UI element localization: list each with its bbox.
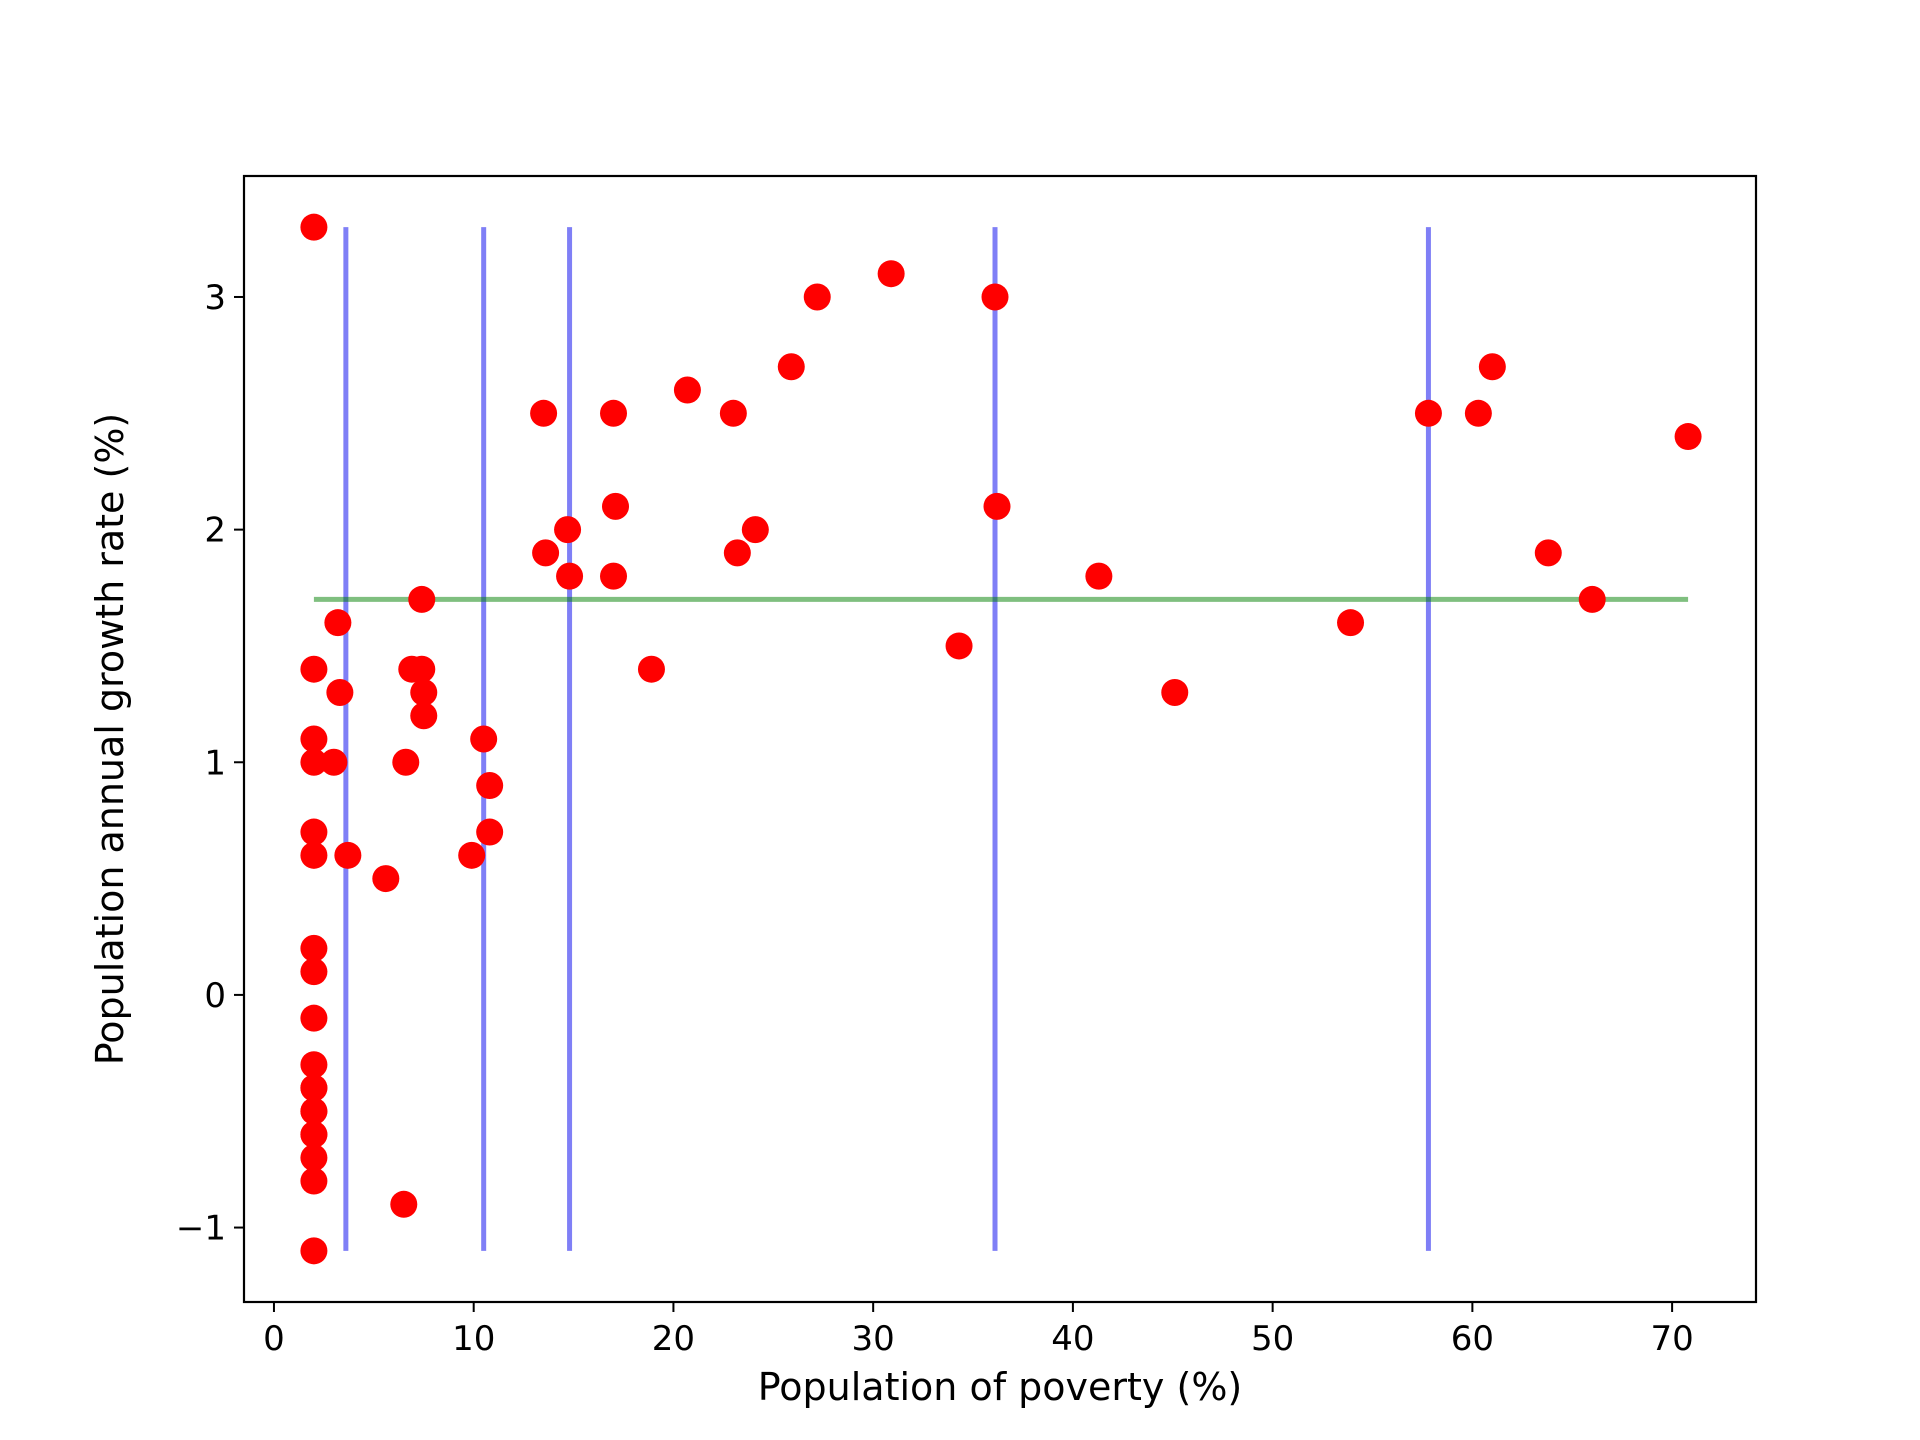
- data-point-16: [300, 1120, 328, 1148]
- data-point-48: [803, 283, 831, 311]
- data-point-51: [981, 283, 1009, 311]
- x-tick-label: 0: [263, 1319, 285, 1359]
- data-point-3: [300, 748, 328, 776]
- data-point-14: [300, 1167, 328, 1195]
- data-point-6: [300, 934, 328, 962]
- data-point-47: [777, 353, 805, 381]
- data-point-42: [637, 655, 665, 683]
- y-axis-label: Population annual growth rate (%): [88, 413, 132, 1066]
- data-point-23: [372, 865, 400, 893]
- data-point-45: [723, 539, 751, 567]
- x-tick-label: 70: [1650, 1319, 1693, 1359]
- data-point-34: [476, 818, 504, 846]
- data-point-15: [300, 1237, 328, 1265]
- data-point-50: [945, 632, 973, 660]
- data-point-4: [300, 818, 328, 846]
- data-point-7: [300, 958, 328, 986]
- data-point-40: [600, 562, 628, 590]
- data-point-28: [408, 655, 436, 683]
- data-point-9: [300, 1051, 328, 1079]
- data-point-29: [410, 678, 438, 706]
- vertical-lines-layer: [343, 227, 1431, 1251]
- y-tick-label: 3: [204, 278, 226, 318]
- data-point-24: [390, 1190, 418, 1218]
- data-point-31: [458, 841, 486, 869]
- x-tick-label: 40: [1051, 1319, 1094, 1359]
- data-point-41: [602, 492, 630, 520]
- data-point-43: [673, 376, 701, 404]
- x-tick-label: 60: [1451, 1319, 1494, 1359]
- data-point-58: [1478, 353, 1506, 381]
- data-point-20: [326, 678, 354, 706]
- data-point-36: [532, 539, 560, 567]
- data-point-33: [476, 772, 504, 800]
- data-point-32: [470, 725, 498, 753]
- data-point-25: [392, 748, 420, 776]
- plot-frame: [242, 174, 1758, 1304]
- x-tick-label: 30: [852, 1319, 895, 1359]
- x-axis-label: Population of poverty (%): [758, 1365, 1243, 1409]
- data-point-18: [300, 1074, 328, 1102]
- data-point-27: [408, 585, 436, 613]
- data-point-0: [300, 213, 328, 241]
- y-tick-label: 2: [204, 511, 226, 551]
- data-point-35: [530, 399, 558, 427]
- data-point-56: [1414, 399, 1442, 427]
- data-point-46: [741, 516, 769, 544]
- y-axis-ticks: −1 0 1 2 3: [176, 278, 244, 1249]
- data-point-38: [556, 562, 584, 590]
- data-point-5: [300, 841, 328, 869]
- data-point-59: [1534, 539, 1562, 567]
- data-point-21: [320, 748, 348, 776]
- data-point-22: [334, 841, 362, 869]
- data-point-30: [410, 702, 438, 730]
- y-tick-label: −1: [176, 1209, 226, 1249]
- data-point-60: [1578, 585, 1606, 613]
- data-point-1: [300, 655, 328, 683]
- data-point-13: [300, 1144, 328, 1172]
- data-point-53: [1085, 562, 1113, 590]
- data-point-19: [324, 609, 352, 637]
- data-point-55: [1337, 609, 1365, 637]
- data-point-37: [554, 516, 582, 544]
- data-point-2: [300, 725, 328, 753]
- x-tick-label: 10: [452, 1319, 495, 1359]
- data-point-17: [300, 1097, 328, 1125]
- y-tick-label: 1: [204, 743, 226, 783]
- data-point-52: [983, 492, 1011, 520]
- data-point-49: [877, 260, 905, 288]
- x-tick-label: 20: [652, 1319, 695, 1359]
- data-point-39: [600, 399, 628, 427]
- x-tick-label: 50: [1251, 1319, 1294, 1359]
- data-point-54: [1161, 678, 1189, 706]
- data-point-44: [719, 399, 747, 427]
- data-point-57: [1464, 399, 1492, 427]
- data-point-61: [1674, 423, 1702, 451]
- x-axis-ticks: 0 10 20 30 40 50 60 70: [263, 1302, 1694, 1359]
- y-tick-label: 0: [204, 976, 226, 1016]
- data-points-layer: [300, 213, 1702, 1265]
- data-point-8: [300, 1004, 328, 1032]
